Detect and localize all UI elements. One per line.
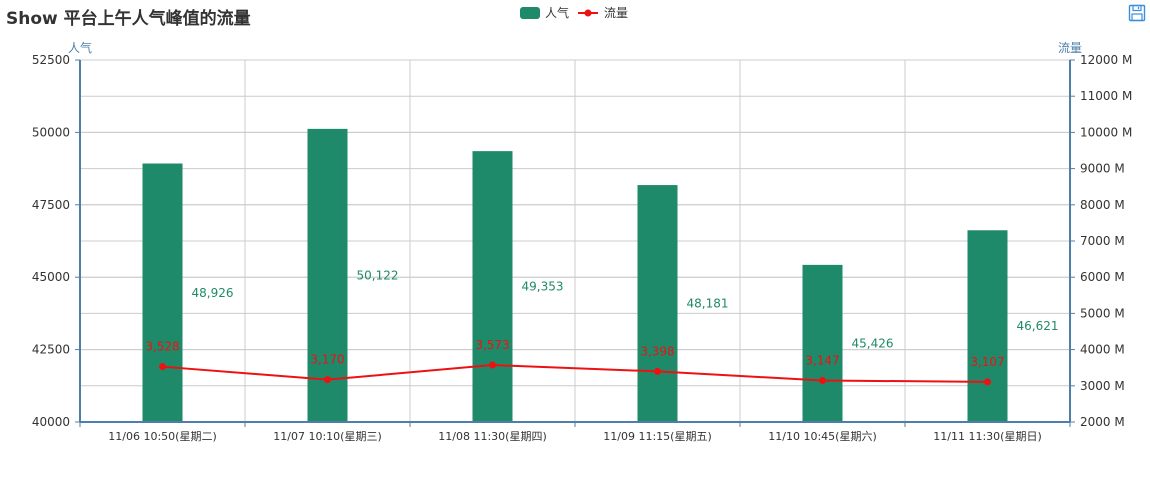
traffic-point bbox=[984, 378, 991, 386]
legend: 人气 流量 bbox=[520, 4, 628, 21]
legend-item-popularity[interactable]: 人气 bbox=[520, 4, 569, 21]
traffic-line bbox=[162, 364, 988, 383]
legend-bar-swatch bbox=[520, 6, 540, 19]
bar bbox=[142, 163, 183, 421]
traffic-data-label: 3,398 bbox=[640, 344, 674, 358]
bar-data-label: 49,353 bbox=[522, 280, 564, 294]
bar bbox=[802, 264, 843, 421]
traffic-point bbox=[819, 376, 826, 384]
x-tick-label: 11/06 10:50(星期二) bbox=[108, 430, 216, 443]
legend-label-traffic: 流量 bbox=[604, 6, 629, 20]
x-tick-label: 11/07 10:10(星期三) bbox=[273, 430, 381, 443]
y-right-tick-label: 4000 M bbox=[1080, 343, 1125, 357]
traffic-point bbox=[324, 376, 331, 384]
traffic-data-label: 3,573 bbox=[475, 338, 509, 352]
bar bbox=[472, 151, 513, 421]
y-right-tick-label: 3000 M bbox=[1080, 379, 1125, 393]
traffic-data-label: 3,528 bbox=[145, 340, 179, 354]
y-left-tick-label: 45000 bbox=[32, 270, 70, 284]
y-left-tick-label: 42500 bbox=[32, 343, 70, 357]
y-left-tick-label: 40000 bbox=[32, 415, 70, 429]
traffic-data-label: 3,170 bbox=[310, 353, 344, 367]
bar-data-label: 48,181 bbox=[687, 297, 729, 311]
bar-data-label: 45,426 bbox=[852, 336, 894, 350]
save-icon[interactable] bbox=[1128, 4, 1146, 22]
traffic-data-label: 3,147 bbox=[805, 353, 839, 367]
bar bbox=[637, 185, 678, 421]
bar bbox=[307, 128, 348, 421]
y-left-tick-label: 52500 bbox=[32, 53, 70, 67]
y-right-tick-label: 11000 M bbox=[1080, 89, 1132, 103]
y-right-tick-label: 5000 M bbox=[1080, 306, 1125, 320]
x-tick-label: 11/11 11:30(星期日) bbox=[933, 430, 1041, 443]
legend-label-popularity: 人气 bbox=[545, 6, 570, 20]
bar-data-label: 46,621 bbox=[1017, 319, 1059, 333]
x-tick-label: 11/09 11:15(星期五) bbox=[603, 430, 711, 443]
legend-item-traffic[interactable]: 流量 bbox=[577, 4, 628, 21]
traffic-point bbox=[489, 361, 496, 369]
y-left-tick-label: 47500 bbox=[32, 198, 70, 212]
bar-data-label: 48,926 bbox=[192, 286, 234, 300]
x-tick-label: 11/10 10:45(星期六) bbox=[768, 430, 876, 443]
y-right-tick-label: 10000 M bbox=[1080, 125, 1132, 139]
y-right-tick-label: 2000 M bbox=[1080, 415, 1125, 429]
traffic-point bbox=[159, 363, 166, 371]
y-left-tick-label: 50000 bbox=[32, 125, 70, 139]
bar-data-label: 50,122 bbox=[357, 268, 399, 282]
traffic-data-label: 3,107 bbox=[970, 355, 1004, 369]
y-right-tick-label: 6000 M bbox=[1080, 270, 1125, 284]
x-tick-label: 11/08 11:30(星期四) bbox=[438, 430, 546, 443]
y-right-tick-label: 12000 M bbox=[1080, 53, 1132, 67]
y-right-tick-label: 7000 M bbox=[1080, 234, 1125, 248]
y-right-tick-label: 9000 M bbox=[1080, 162, 1125, 176]
y-right-tick-label: 8000 M bbox=[1080, 198, 1125, 212]
chart-title: Show 平台上午人气峰值的流量 bbox=[6, 9, 251, 29]
bar bbox=[967, 230, 1008, 421]
y-axis-left-title: 人气 bbox=[68, 40, 92, 55]
y-axis-right-title: 流量 bbox=[1058, 41, 1082, 55]
legend-line-swatch bbox=[578, 9, 599, 16]
traffic-point bbox=[654, 367, 661, 375]
